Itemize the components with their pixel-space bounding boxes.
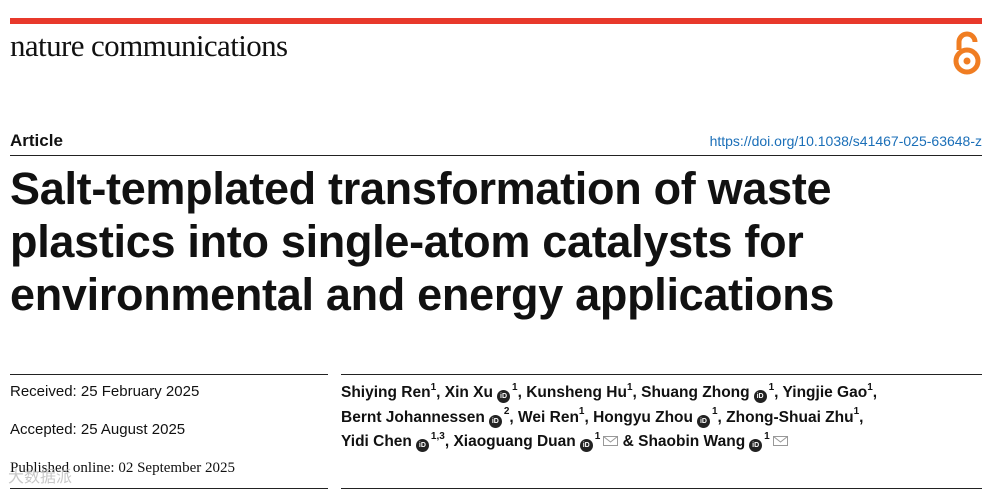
divider (341, 488, 982, 489)
title-line: environmental and energy applications (10, 269, 835, 320)
orcid-icon[interactable]: iD (753, 390, 767, 403)
author-separator: , (444, 433, 454, 450)
author-separator: , (584, 408, 594, 426)
affiliation-marker: 1,3 (430, 430, 445, 442)
orcid-icon[interactable]: iD (749, 439, 763, 452)
author-name[interactable]: Shiying Ren (341, 384, 431, 401)
email-icon[interactable] (603, 436, 619, 446)
affiliation-marker: 1 (764, 430, 770, 442)
published-date: Published online: 02 September 2025 (10, 460, 235, 476)
divider (10, 488, 328, 489)
divider (10, 155, 982, 156)
article-title: Salt-templated transformation of waste p… (10, 162, 970, 321)
affiliation-marker: 2 (503, 406, 510, 418)
affiliation-marker: 1 (768, 381, 775, 393)
affiliation-marker: 1 (626, 381, 633, 393)
author-separator: , (774, 384, 783, 401)
orcid-icon[interactable]: iD (497, 390, 510, 403)
affiliation-marker: 1 (512, 381, 518, 393)
affiliation-marker: 1 (867, 381, 873, 393)
author-separator: & (618, 433, 639, 450)
author-separator: , (509, 408, 519, 426)
author-name[interactable]: Hongyu Zhou (593, 408, 693, 426)
article-type: Article (10, 131, 63, 150)
orcid-icon[interactable]: iD (415, 439, 429, 452)
author-name[interactable]: Kunsheng Hu (526, 384, 627, 401)
open-access-icon (953, 31, 981, 75)
author-name[interactable]: Shaobin Wang (638, 433, 746, 450)
author-separator: , (517, 384, 527, 401)
orcid-icon[interactable]: iD (488, 414, 502, 428)
author-separator: , (872, 384, 878, 401)
doi-link[interactable]: https://doi.org/10.1038/s41467-025-63648… (709, 133, 982, 149)
affiliation-marker: 1 (594, 430, 601, 442)
author-separator: , (717, 408, 727, 426)
author-separator: , (436, 384, 445, 401)
author-list: Shiying Ren1, Xin Xu iD1, Kunsheng Hu1, S… (341, 381, 981, 455)
author-name[interactable]: Xiaoguang Duan (453, 433, 576, 450)
orcid-icon[interactable]: iD (696, 414, 710, 428)
journal-name[interactable]: nature communications (10, 28, 288, 63)
divider (341, 374, 982, 375)
affiliation-marker: 1 (853, 406, 860, 418)
author-separator: , (632, 384, 642, 401)
author-separator: , (859, 408, 864, 426)
accepted-date: Accepted: 25 August 2025 (10, 421, 186, 438)
affiliation-marker: 1 (578, 406, 585, 418)
journal-brand-bar (10, 18, 982, 24)
watermark: 大数据派 (8, 469, 73, 486)
author-name[interactable]: Wei Ren (518, 408, 579, 426)
affiliation-marker: 1 (711, 406, 718, 418)
divider (10, 374, 328, 375)
received-date: Received: 25 February 2025 (10, 383, 200, 400)
affiliation-marker: 1 (430, 381, 437, 393)
author-name[interactable]: Yidi Chen (341, 433, 412, 450)
article-dates: Received: 25 February 2025 Accepted: 25 … (10, 381, 328, 495)
title-line: Salt-templated transformation of waste (10, 163, 832, 214)
author-name[interactable]: Zhong-Shuai Zhu (726, 408, 854, 426)
author-name[interactable]: Bernt Johannessen (341, 408, 485, 426)
email-icon[interactable] (772, 436, 788, 446)
author-name[interactable]: Shuang Zhong (641, 384, 750, 401)
orcid-icon[interactable]: iD (579, 439, 593, 452)
author-name[interactable]: Xin Xu (444, 384, 493, 401)
title-line: plastics into single-atom catalysts for (10, 216, 804, 267)
author-name[interactable]: Yingjie Gao (782, 384, 868, 401)
